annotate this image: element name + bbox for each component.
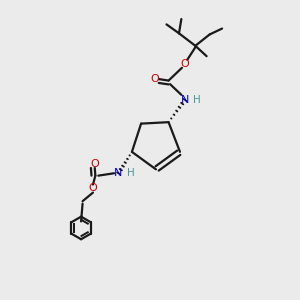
Text: O: O [88, 183, 98, 193]
Text: H: H [127, 168, 135, 178]
Text: N: N [181, 95, 189, 105]
Text: N: N [114, 168, 123, 178]
Text: O: O [181, 59, 189, 69]
Text: O: O [90, 159, 99, 169]
Text: O: O [151, 74, 160, 84]
Text: H: H [193, 95, 201, 105]
